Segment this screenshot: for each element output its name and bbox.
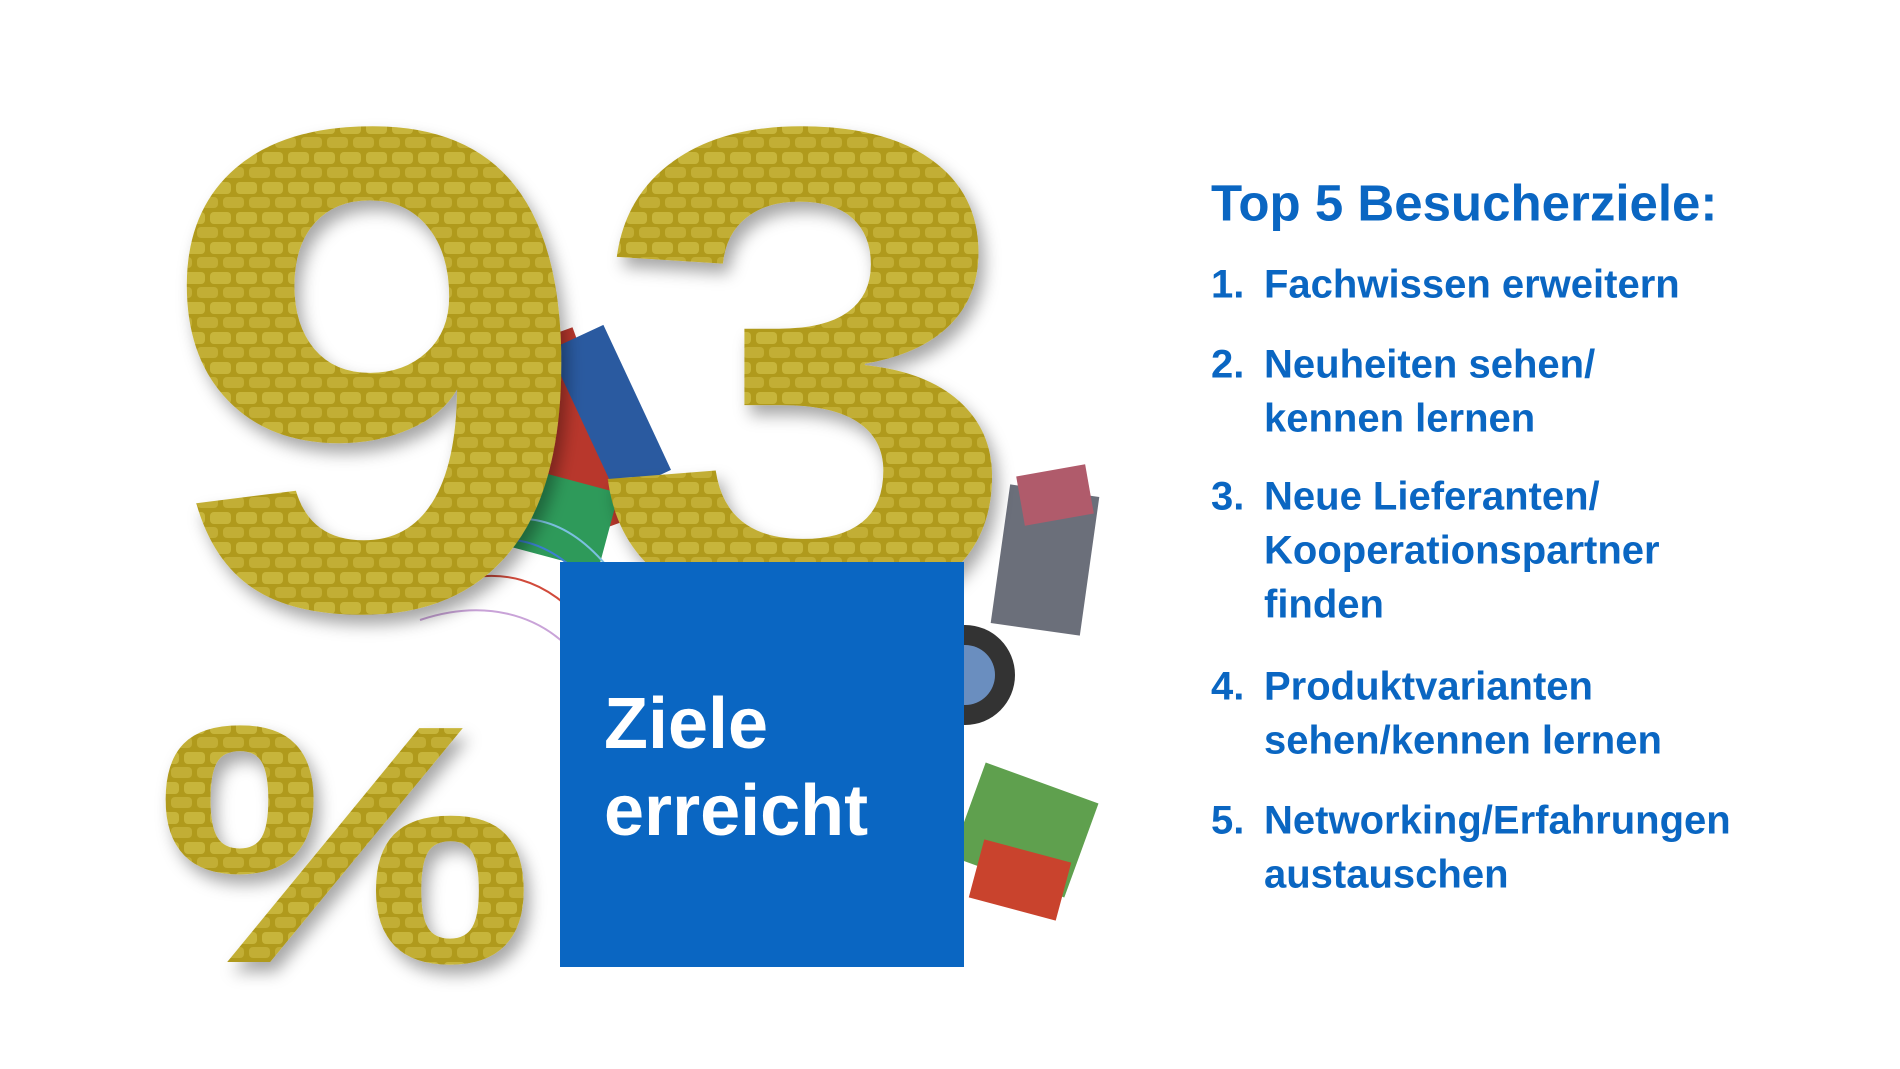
goal-text: Fachwissen erweitern xyxy=(1264,263,1680,307)
goal-text: austauschen xyxy=(1264,853,1509,897)
goal-text: Neuheiten sehen/ xyxy=(1264,343,1595,387)
goal-text: finden xyxy=(1264,583,1384,627)
caption-line: erreicht xyxy=(604,771,868,851)
goal-item: 2. Neuheiten sehen/kennen lernen xyxy=(1211,343,1595,441)
stat-unit: % xyxy=(155,655,535,1035)
goal-item: 4. Produktvarianten sehen/kennen lernen xyxy=(1211,665,1662,763)
goal-number: 5. xyxy=(1211,799,1244,843)
list-title: Top 5 Besucherziele: xyxy=(1211,174,1717,231)
goal-text: Produktvarianten xyxy=(1264,665,1593,709)
goal-number: 4. xyxy=(1211,665,1244,709)
goal-number: 3. xyxy=(1211,475,1244,519)
goal-list: 1. Fachwissen erweitern 2. Neuheiten sehen/… xyxy=(1211,263,1731,897)
goal-item: 5. Networking/Erfahrungen austauschen xyxy=(1211,799,1731,897)
goal-text: Neue Lieferanten/ xyxy=(1264,475,1600,519)
goal-text: kennen lernen xyxy=(1264,397,1535,441)
goal-text: sehen/kennen lernen xyxy=(1264,719,1662,763)
goal-text: Kooperationspartner xyxy=(1264,529,1660,573)
collage xyxy=(419,324,1100,921)
caption-box xyxy=(560,562,964,967)
goal-item: 1. Fachwissen erweitern xyxy=(1211,263,1680,307)
goal-number: 2. xyxy=(1211,343,1244,387)
goal-text: Networking/Erfahrungen xyxy=(1264,799,1731,843)
caption-line: Ziele xyxy=(604,684,768,764)
goal-number: 1. xyxy=(1211,263,1244,307)
goal-item: 3. Neue Lieferanten/Kooperationspartner fi… xyxy=(1211,475,1660,627)
